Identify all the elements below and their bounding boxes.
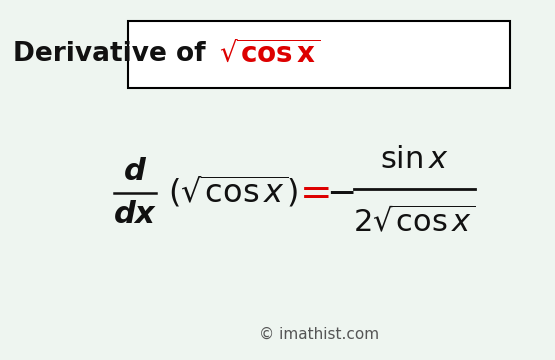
Text: Derivative of: Derivative of [13,41,214,67]
Text: $\sin x$: $\sin x$ [380,145,449,174]
Text: $\sqrt{\mathbf{cos\,x}}$: $\sqrt{\mathbf{cos\,x}}$ [219,40,320,68]
Text: $=$: $=$ [292,173,330,211]
Text: © imathist.com: © imathist.com [259,327,379,342]
Text: $\left(\sqrt{\cos x}\right)$: $\left(\sqrt{\cos x}\right)$ [168,174,298,210]
Text: $\boldsymbol{d}$: $\boldsymbol{d}$ [123,157,147,186]
Text: $-$: $-$ [326,175,355,209]
FancyBboxPatch shape [128,21,510,89]
Text: $\boldsymbol{dx}$: $\boldsymbol{dx}$ [113,200,157,229]
Text: $2\sqrt{\cos x}$: $2\sqrt{\cos x}$ [354,207,476,239]
